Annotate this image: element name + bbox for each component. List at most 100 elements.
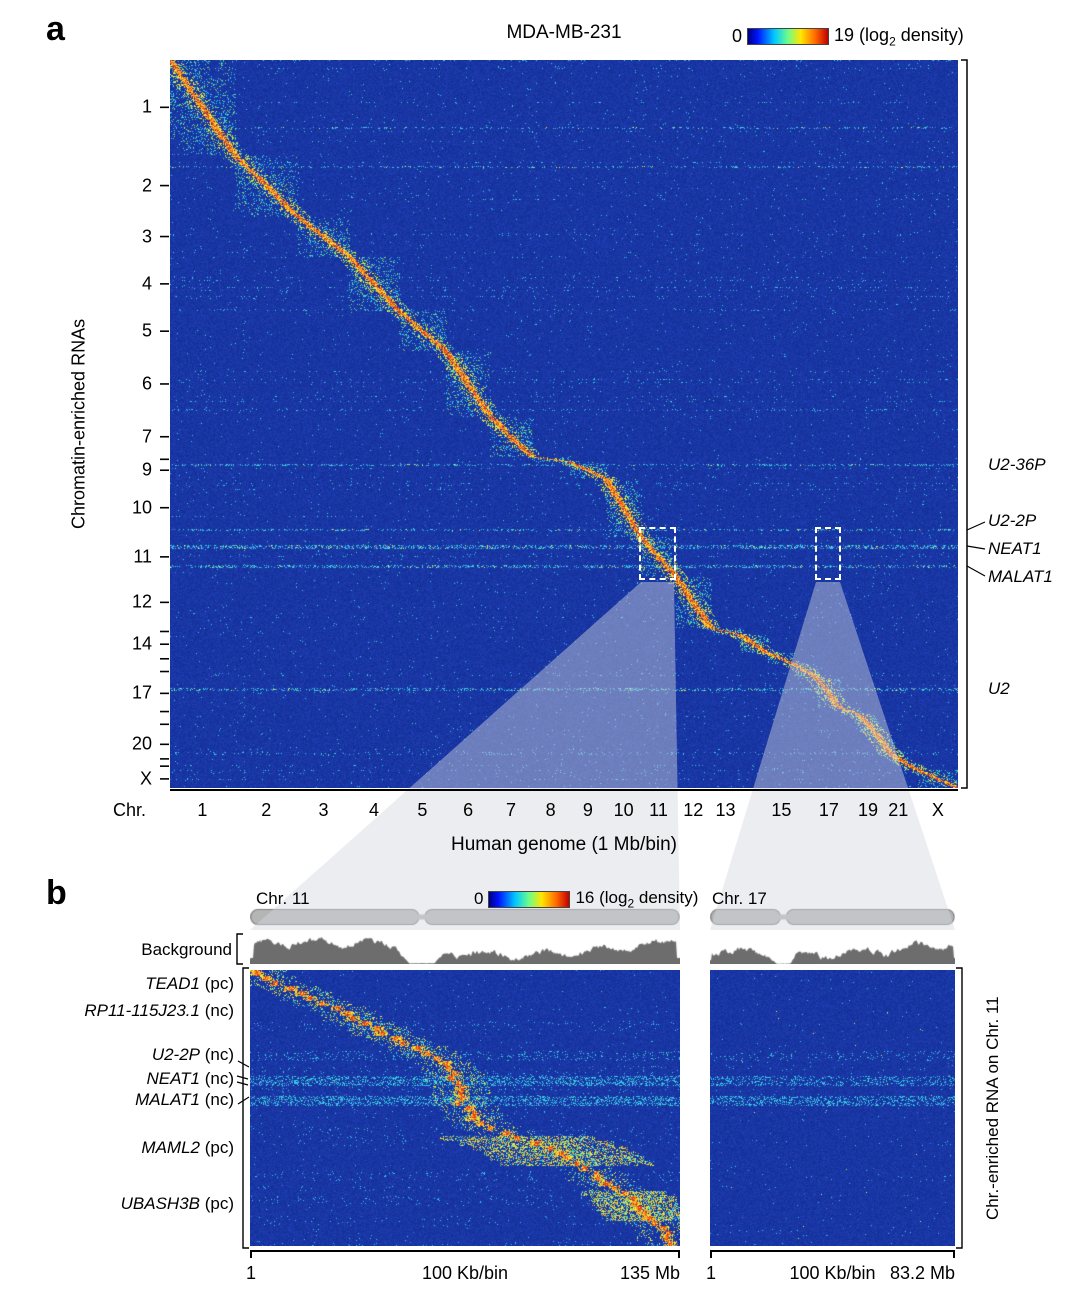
gene-type: (nc) (200, 1090, 234, 1109)
row-label-tead1: TEAD1 (pc) (10, 974, 234, 994)
gene-name: MALAT1 (135, 1090, 200, 1109)
y-tick-label-chr10: 10 (131, 497, 152, 518)
colorbar-b: 0 16 (log2 density) (474, 888, 698, 910)
x-tick-label-chr17: 17 (818, 800, 839, 820)
x-tick-label-chr4: 4 (369, 800, 380, 820)
x-tick-label-chr6: 6 (463, 800, 474, 820)
panel-a-annotation-connectors (966, 521, 986, 577)
panel-b-right-bracket (956, 967, 963, 1249)
x-tick-label-chr5: 5 (417, 800, 428, 820)
gene-type: (nc) (200, 1045, 234, 1064)
y-tick-label-chr1: 1 (141, 96, 152, 117)
panel-b-right-axis-start: 1 (706, 1263, 717, 1283)
panel-b-row-connectors (236, 1060, 250, 1105)
x-tick-label-chr7: 7 (505, 800, 516, 820)
gene-name: U2-2P (151, 1045, 200, 1064)
zoom-selection-box-chr11 (639, 527, 676, 580)
panel-b-chr17-title: Chr. 17 (712, 889, 767, 908)
row-label-ubash3b: UBASH3B (pc) (10, 1194, 234, 1214)
zoom-selection-box-chr17 (815, 527, 841, 580)
panel-b-chr11-title: Chr. 11 (256, 889, 310, 908)
gene-name: TEAD1 (145, 974, 200, 993)
annotation-u2-2p: U2-2P (988, 511, 1037, 530)
gene-name: MAML2 (141, 1138, 200, 1157)
heatmap-panel-b-chr17 (710, 970, 955, 1246)
y-tick-label-chr3: 3 (141, 226, 152, 247)
x-tick-label-chr8: 8 (545, 800, 556, 820)
panel-a-y-tick-marks (160, 106, 169, 780)
y-tick-label-chr14: 14 (131, 633, 152, 654)
gene-name: UBASH3B (120, 1194, 200, 1213)
gene-type: (pc) (200, 1194, 234, 1213)
annotation-u2: U2 (988, 679, 1010, 698)
panel-b-letter: b (46, 874, 67, 912)
panel-b-right-axis-end: 83.2 Mb (889, 1263, 955, 1283)
x-tick-label-chr9: 9 (582, 800, 593, 820)
heatmap-panel-b-chr11 (250, 970, 680, 1246)
y-tick-label-chr20: 20 (131, 733, 152, 754)
x-tick-label-chr21: 21 (888, 800, 909, 820)
panel-b-right-axis-tick-end (953, 1250, 955, 1258)
panel-b-right-axis-line (710, 1250, 955, 1252)
x-tick-label-chr19: 19 (858, 800, 879, 820)
x-tick-label-chr3: 3 (318, 800, 329, 820)
panel-b-left-axis-end: 135 Mb (619, 1263, 680, 1283)
y-tick-label-chr7: 7 (141, 426, 152, 447)
colorbar-a-gradient (747, 28, 830, 46)
row-label-rp11-115j23.1: RP11-115J23.1 (nc) (10, 1001, 234, 1021)
gene-name: NEAT1 (146, 1069, 200, 1088)
panel-a-title: MDA-MB-231 (506, 22, 622, 43)
chr17-background-profile (710, 932, 955, 964)
annotation-u2-36p: U2-36P (988, 455, 1046, 474)
y-tick-label-chr11: 11 (133, 546, 152, 567)
colorbar-a: 0 19 (log2 density) (732, 25, 964, 49)
y-tick-label-chrX: X (139, 768, 152, 789)
gene-type: (nc) (200, 1069, 234, 1088)
y-tick-label-chr2: 2 (141, 175, 152, 196)
row-label-u2-2p: U2-2P (nc) (10, 1045, 234, 1065)
x-tick-label-chr11: 11 (649, 800, 668, 820)
gene-type: (pc) (200, 974, 234, 993)
y-tick-label-chr5: 5 (141, 320, 152, 341)
x-tick-label-chr10: 10 (613, 800, 634, 820)
panel-b-left-axis-bin: 100 Kb/bin (421, 1263, 509, 1283)
chr11-background-profile (250, 932, 680, 964)
x-tick-label-chr2: 2 (261, 800, 272, 820)
x-tick-label-chr13: 13 (715, 800, 736, 820)
annotation-neat1: NEAT1 (988, 539, 1042, 558)
colorbar-b-max-label: 16 (log2 density) (575, 888, 699, 911)
panel-b-left-axis-tick-end (678, 1250, 680, 1258)
panel-b-left-axis-line (250, 1250, 680, 1252)
background-bracket (236, 933, 243, 965)
colorbar-a-min-label: 0 (732, 26, 743, 47)
x-tick-label-chr12: 12 (683, 800, 704, 820)
panel-b-left-bracket (242, 967, 249, 1249)
row-label-maml2: MAML2 (pc) (10, 1138, 234, 1158)
panel-b-left-axis-tick-start (250, 1250, 252, 1258)
annotation-malat1: MALAT1 (988, 567, 1053, 586)
gene-name: RP11-115J23.1 (84, 1001, 200, 1020)
y-tick-label-chr12: 12 (131, 592, 152, 613)
y-tick-label-chr4: 4 (141, 273, 152, 294)
gene-type: (nc) (200, 1001, 234, 1020)
chr17-ideogram (710, 908, 955, 926)
panel-a-letter: a (46, 10, 65, 48)
colorbar-b-gradient (488, 890, 571, 908)
chr-axis-prefix: Chr. (112, 800, 146, 820)
panel-a-right-bracket (961, 59, 968, 789)
colorbar-b-min-label: 0 (474, 889, 484, 909)
y-tick-label-chr6: 6 (141, 373, 152, 394)
panel-b-left-axis-start: 1 (246, 1263, 257, 1283)
panel-a-y-axis-label: Chromatin-enriched RNAs (68, 318, 89, 530)
panel-b-right-axis-tick-start (710, 1250, 712, 1258)
colorbar-a-max-label: 19 (log2 density) (834, 25, 964, 49)
panel-b-right-axis-bin: 100 Kb/bin (789, 1263, 876, 1283)
x-tick-label-chrX: X (931, 800, 944, 820)
heatmap-panel-a (170, 60, 958, 788)
row-label-neat1: NEAT1 (nc) (10, 1069, 234, 1089)
panel-a-x-axis-line (170, 789, 958, 791)
x-tick-label-chr15: 15 (771, 800, 792, 820)
panel-b-right-axis-label: Chr.-enriched RNA on Chr. 11 (983, 996, 1002, 1220)
y-tick-label-chr17: 17 (131, 683, 152, 704)
